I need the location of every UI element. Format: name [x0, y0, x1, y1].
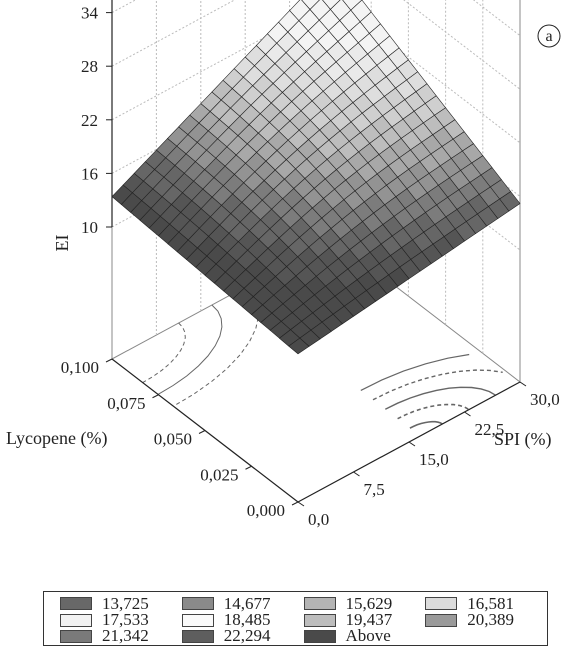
spi-tick	[354, 472, 360, 476]
legend-item: Above	[304, 629, 426, 645]
surface-chart: 1016222834400,0000,0250,0500,0750,1000,0…	[0, 0, 585, 575]
contour-line	[398, 405, 469, 419]
lycopene-tick-label: 0,050	[154, 430, 192, 449]
lycopene-tick-label: 0,000	[247, 501, 285, 520]
legend-item: 21,342	[60, 629, 182, 645]
legend-swatch	[425, 614, 457, 627]
spi-tick	[520, 382, 526, 386]
lycopene-tick	[153, 395, 159, 398]
spi-tick-label: 15,0	[419, 450, 449, 469]
spi-tick-label: 7,5	[364, 480, 385, 499]
lycopene-axis-label: Lycopene (%)	[6, 428, 107, 449]
lycopene-tick	[246, 466, 252, 469]
legend-swatch	[60, 630, 92, 643]
legend-label: Above	[346, 626, 391, 646]
lycopene-tick-label: 0,075	[107, 394, 145, 413]
legend-swatch	[182, 614, 214, 627]
legend-label: 22,294	[224, 626, 271, 646]
legend-label: 20,389	[467, 610, 514, 630]
legend-swatch	[304, 630, 336, 643]
spi-tick-label: 0,0	[308, 510, 329, 529]
lycopene-tick	[106, 359, 112, 362]
lycopene-tick	[292, 502, 298, 505]
spi-axis-label: SPI (%)	[494, 429, 552, 450]
z-tick-label: 28	[81, 57, 98, 76]
legend-item: 20,389	[425, 612, 547, 628]
z-tick-label: 16	[81, 164, 98, 183]
spi-tick	[298, 502, 304, 506]
legend: 13,725 14,677 15,629 16,581 17,533 18,485 19,4…	[43, 591, 548, 646]
legend-item: 22,294	[182, 629, 304, 645]
legend-swatch	[182, 630, 214, 643]
lycopene-tick	[199, 431, 205, 434]
legend-swatch	[182, 597, 214, 610]
contour-line	[373, 370, 503, 400]
z-axis-label: EI	[52, 235, 72, 252]
legend-swatch	[304, 597, 336, 610]
legend-swatch	[60, 597, 92, 610]
legend-swatch	[304, 614, 336, 627]
z-tick-label: 10	[81, 218, 98, 237]
legend-label: 21,342	[102, 626, 149, 646]
panel-label: a	[545, 28, 552, 45]
lycopene-tick-label: 0,100	[61, 358, 99, 377]
z-tick-label: 22	[81, 111, 98, 130]
spi-tick	[465, 412, 471, 416]
lycopene-tick-label: 0,025	[200, 465, 238, 484]
z-tick-label: 34	[81, 4, 99, 23]
spi-tick	[409, 442, 415, 446]
contour-line	[385, 387, 495, 409]
spi-tick-label: 30,0	[530, 390, 560, 409]
legend-swatch	[60, 614, 92, 627]
legend-swatch	[425, 597, 457, 610]
